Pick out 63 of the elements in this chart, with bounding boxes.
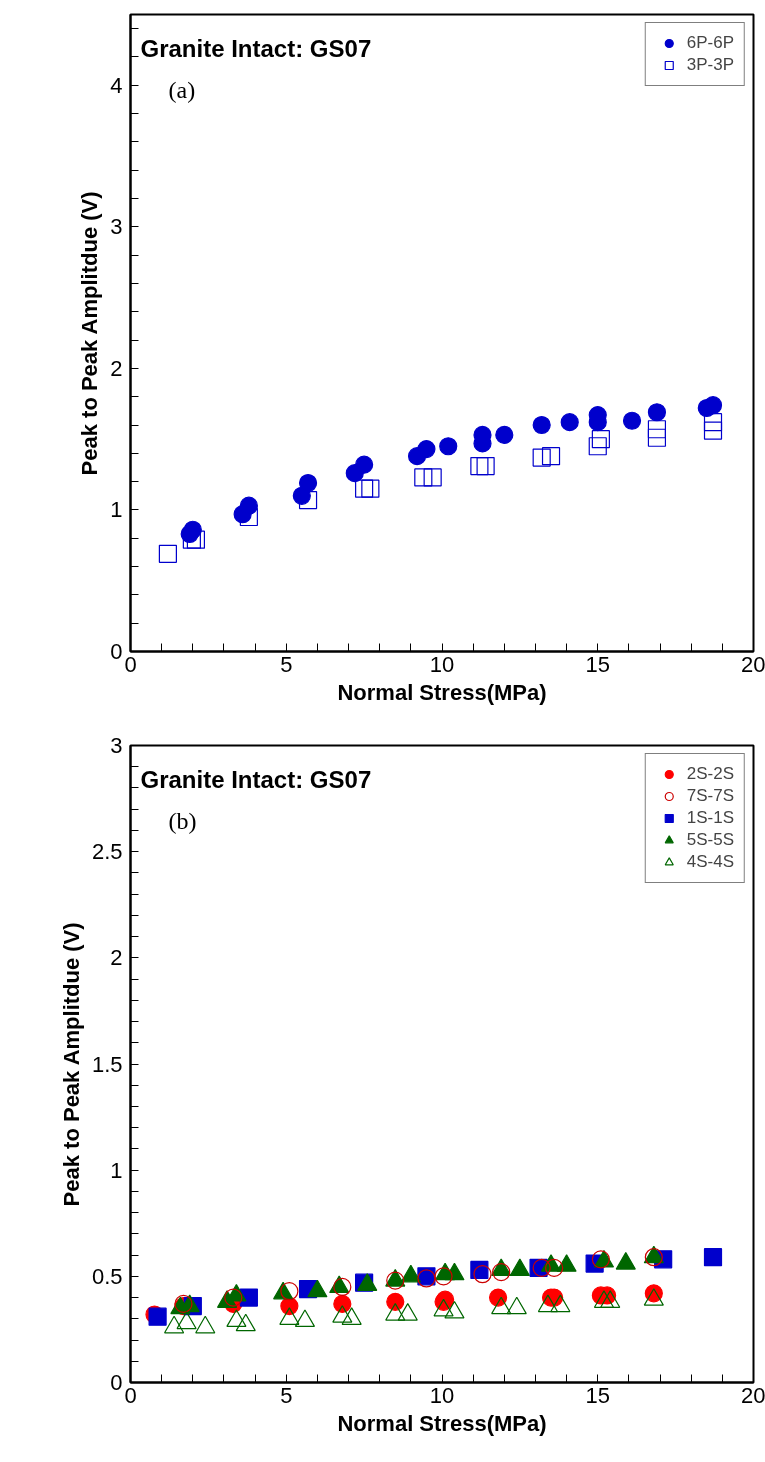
- point: [414, 468, 433, 487]
- x-tick-label: 10: [429, 651, 455, 677]
- y-tick-label: 3: [110, 214, 123, 240]
- point: [532, 448, 551, 467]
- legend-label: 5S-5S: [686, 830, 734, 850]
- annotation: (b): [168, 807, 197, 834]
- x-tick-label: 20: [741, 1382, 765, 1408]
- legend-label: 1S-1S: [686, 808, 734, 828]
- point: [703, 413, 723, 432]
- point: [622, 411, 642, 430]
- text: Granite Intact: GS07: [140, 34, 372, 62]
- y-tick-label: 1: [110, 497, 123, 523]
- legend-label: 4S-4S: [686, 852, 734, 872]
- point: [298, 490, 318, 510]
- point: [532, 415, 551, 435]
- point: [417, 439, 436, 459]
- x-tick-label: 5: [280, 1382, 293, 1408]
- y-tick-label: 1: [110, 1157, 123, 1183]
- point: [647, 420, 667, 439]
- legend-label: 3P-3P: [686, 55, 734, 75]
- text: Granite Intact: GS07: [140, 765, 372, 793]
- x-tick-label: 10: [429, 1382, 455, 1408]
- point: [298, 473, 318, 493]
- x-axis-title: Normal Stress(MPa): [337, 1410, 547, 1436]
- point: [183, 520, 202, 539]
- y-tick-label: 2: [110, 945, 123, 971]
- point: [470, 456, 489, 476]
- point: [239, 496, 258, 515]
- point: [560, 413, 579, 432]
- y-tick-label: 0.5: [91, 1263, 123, 1289]
- x-tick-label: 20: [741, 651, 765, 677]
- point: [703, 421, 723, 440]
- point: [591, 430, 610, 449]
- point: [588, 437, 607, 456]
- point: [158, 544, 177, 563]
- x-tick-label: 15: [585, 651, 610, 677]
- point: [541, 447, 561, 466]
- point: [703, 396, 723, 415]
- x-axis-title: Normal Stress(MPa): [337, 679, 547, 705]
- y-tick-label: 2.5: [91, 839, 123, 865]
- point: [423, 468, 442, 487]
- point: [439, 437, 458, 456]
- legend-label: 2S-2S: [686, 764, 734, 784]
- y-tick-label: 3: [110, 733, 123, 758]
- point: [361, 479, 380, 498]
- point: [355, 455, 374, 474]
- y-tick-label: 4: [110, 72, 123, 98]
- point: [476, 456, 495, 476]
- point: [239, 507, 258, 527]
- point: [647, 403, 667, 422]
- y-tick-label: 1.5: [91, 1051, 123, 1077]
- x-tick-label: 15: [585, 1382, 610, 1408]
- y-axis-title: Peak to Peak Amplitdue (V): [77, 191, 103, 476]
- point: [355, 479, 374, 498]
- legend-label: 6P-6P: [686, 33, 734, 53]
- point: [495, 425, 514, 444]
- point: [182, 530, 201, 549]
- x-tick-label: 5: [280, 651, 293, 677]
- y-tick-label: 2: [110, 355, 123, 381]
- y-axis-title: Peak to Peak Amplitdue (V): [58, 922, 84, 1207]
- annotation: (a): [168, 76, 196, 103]
- point: [647, 428, 667, 447]
- legend-label: 7S-7S: [686, 786, 734, 806]
